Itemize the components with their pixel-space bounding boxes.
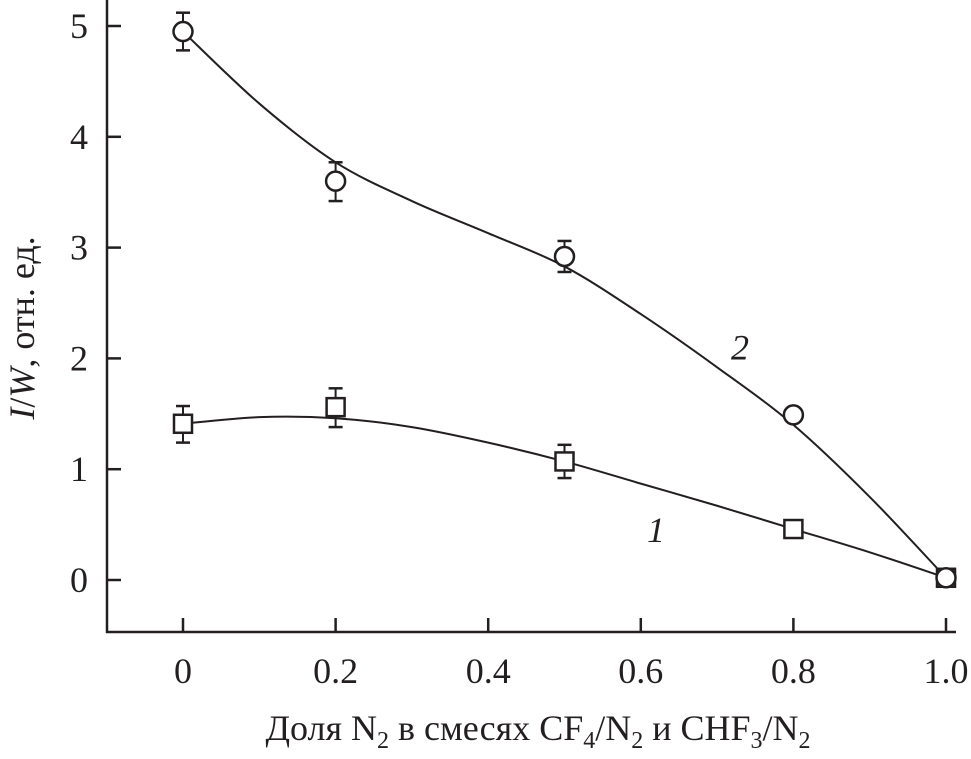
x-axis-label: Доля N2 в смесях CF4/N2 и CHF3/N2 — [265, 708, 810, 754]
data-point-square — [172, 413, 194, 435]
y-axis-label: I/W, отн. ед. — [2, 236, 42, 420]
data-point-square — [783, 518, 804, 540]
fit-curve-1 — [182, 415, 947, 579]
data-marks — [172, 11, 957, 589]
x-tick-label: 0.4 — [466, 651, 511, 691]
y-tick-label: 1 — [70, 449, 88, 489]
series-label-1: 1 — [647, 510, 665, 550]
data-point-circle — [553, 245, 576, 268]
axes — [105, 0, 956, 634]
data-point-circle — [935, 567, 957, 589]
data-point-square — [554, 451, 575, 472]
y-tick-label: 2 — [70, 338, 88, 378]
y-tick-label: 4 — [70, 117, 88, 157]
y-tick-label: 3 — [70, 228, 88, 268]
x-tick-label: 0 — [174, 651, 192, 691]
x-tick-label: 0.2 — [313, 651, 358, 691]
x-tick-label: 1.0 — [924, 651, 969, 691]
data-point-square — [325, 396, 346, 418]
data-point-circle — [172, 20, 194, 43]
series-label-2: 2 — [731, 327, 749, 367]
tick-labels: 0 1 2 3 4 5 0 0.2 0.4 0.6 0.8 1.0 — [70, 6, 969, 691]
y-tick-label: 0 — [70, 560, 88, 600]
y-tick-label: 5 — [70, 6, 88, 46]
fit-curves — [182, 30, 947, 579]
x-tick-label: 0.6 — [618, 651, 663, 691]
data-point-circle — [782, 404, 805, 426]
fit-curve-2 — [182, 30, 947, 579]
x-tick-label: 0.8 — [771, 651, 816, 691]
data-point-circle — [324, 170, 347, 192]
